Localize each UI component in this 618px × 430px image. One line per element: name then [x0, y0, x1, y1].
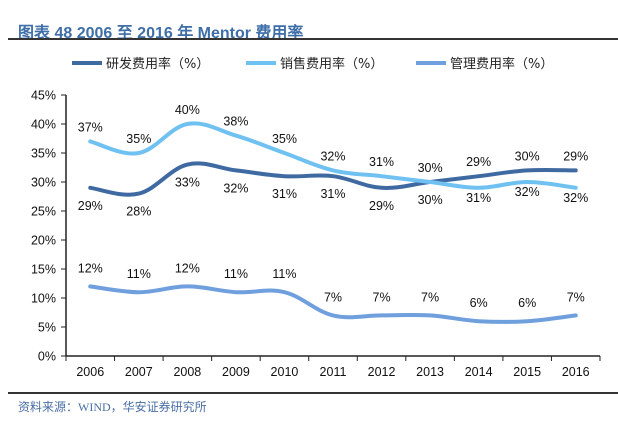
- y-tick-label: 0%: [38, 350, 56, 364]
- y-tick-label: 20%: [31, 234, 56, 248]
- data-label: 32%: [320, 149, 345, 163]
- data-label: 30%: [515, 149, 540, 163]
- data-label: 31%: [320, 187, 345, 201]
- y-tick-label: 45%: [31, 89, 56, 103]
- x-tick-label: 2007: [125, 365, 153, 379]
- data-label: 31%: [369, 155, 394, 169]
- legend: 研发费用率（%） 销售费用率（%） 管理费用率（%）: [72, 56, 553, 72]
- source-divider: [8, 392, 618, 394]
- y-tick-label: 30%: [31, 176, 56, 190]
- data-label: 33%: [175, 176, 200, 190]
- data-label: 6%: [518, 296, 536, 310]
- x-tick-label: 2015: [513, 365, 541, 379]
- data-label: 7%: [567, 290, 585, 304]
- data-label: 29%: [563, 149, 588, 163]
- y-tick-label: 40%: [31, 118, 56, 132]
- x-tick-label: 2016: [562, 365, 590, 379]
- data-label: 6%: [470, 296, 488, 310]
- data-label: 7%: [421, 290, 439, 304]
- data-label: 7%: [324, 290, 342, 304]
- data-label: 12%: [175, 261, 200, 275]
- title-divider: [8, 38, 618, 40]
- x-tick-label: 2011: [320, 365, 347, 379]
- sales-expense-line: [88, 121, 578, 190]
- chart-title: 图表 48 2006 至 2016 年 Mentor 费用率: [18, 25, 304, 42]
- data-label: 30%: [418, 161, 443, 175]
- data-label: 32%: [515, 185, 540, 199]
- data-label: 31%: [272, 187, 297, 201]
- legend-label: 研发费用率（%）: [106, 56, 209, 72]
- data-label: 11%: [224, 267, 248, 281]
- data-label: 31%: [466, 191, 491, 205]
- x-tick-label: 2013: [416, 365, 444, 379]
- admin-expense-line: [88, 284, 578, 324]
- data-label: 37%: [78, 120, 103, 134]
- data-labels: 29% 28% 33% 32% 31% 31% 29% 30% 31% 32% 32% 37% 35% 4…: [78, 103, 588, 310]
- source-note: 资料来源：WIND，华安证券研究所: [18, 400, 207, 414]
- y-tick-label: 5%: [38, 321, 56, 335]
- data-label: 7%: [373, 290, 391, 304]
- axes: 0% 5% 10% 15% 20% 25% 30% 35% 40% 45% 2006 2007 2008…: [31, 89, 601, 379]
- legend-label: 管理费用率（%）: [450, 56, 553, 72]
- x-tick-label: 2006: [76, 365, 104, 379]
- y-tick-label: 35%: [31, 147, 56, 161]
- data-label: 12%: [78, 261, 103, 275]
- data-label: 11%: [272, 267, 296, 281]
- line-chart: 研发费用率（%） 销售费用率（%） 管理费用率（%） 0% 5% 10% 15% 20% 25…: [31, 56, 601, 379]
- data-label: 29%: [369, 199, 394, 213]
- data-label: 11%: [127, 267, 151, 281]
- x-tick-label: 2014: [465, 365, 493, 379]
- data-label: 35%: [126, 132, 151, 146]
- data-label: 28%: [126, 205, 151, 219]
- rd-expense-line: [88, 161, 578, 197]
- data-label: 32%: [223, 181, 248, 195]
- y-tick-label: 25%: [31, 205, 56, 219]
- data-label: 38%: [223, 115, 248, 129]
- data-label: 40%: [175, 103, 200, 117]
- x-tick-label: 2012: [368, 365, 396, 379]
- data-label: 32%: [563, 191, 588, 205]
- data-label: 30%: [418, 193, 443, 207]
- x-tick-label: 2010: [271, 365, 299, 379]
- y-tick-label: 10%: [31, 292, 56, 306]
- data-label: 35%: [272, 132, 297, 146]
- series-lines: [88, 121, 578, 324]
- y-tick-label: 15%: [31, 263, 56, 277]
- data-label: 29%: [466, 155, 491, 169]
- x-tick-label: 2009: [222, 365, 250, 379]
- x-tick-label: 2008: [173, 365, 201, 379]
- legend-label: 销售费用率（%）: [280, 56, 383, 72]
- data-label: 29%: [78, 199, 103, 213]
